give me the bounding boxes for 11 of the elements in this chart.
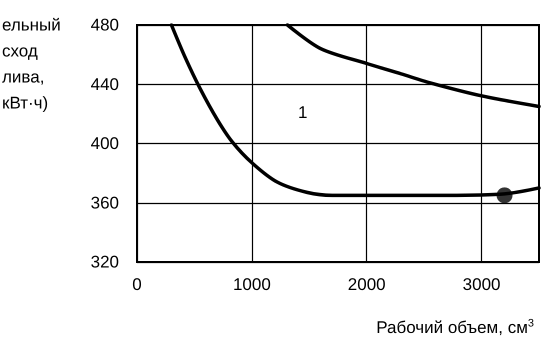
x-tick-label: 3000	[462, 275, 500, 294]
x-tick-label: 0	[132, 275, 142, 294]
annotation: 1	[298, 103, 308, 122]
y-tick-label: 400	[90, 134, 119, 153]
y-axis-title: ельный сход лива, кВт·ч)	[2, 16, 61, 112]
y-tick-label: 440	[90, 74, 119, 94]
x-tick-label: 1000	[232, 275, 271, 294]
y-tick-label: 360	[90, 193, 119, 212]
x-tick-label: 2000	[348, 275, 386, 294]
y-tick-label: 480	[90, 16, 119, 34]
y-tick-label: 320	[90, 252, 119, 272]
